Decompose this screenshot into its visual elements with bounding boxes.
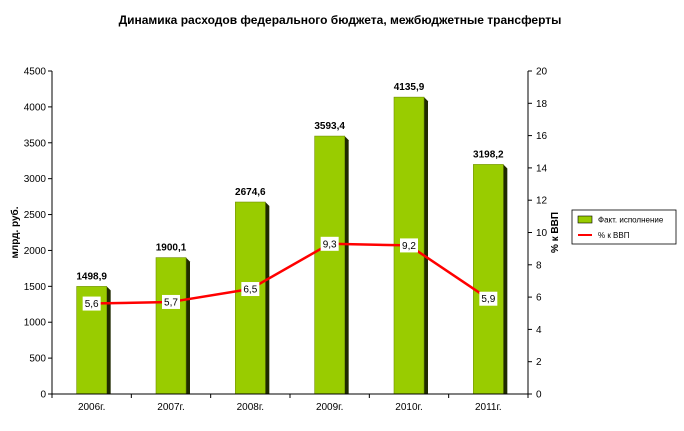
pct-data-label: 6,5 — [243, 285, 257, 296]
y-right-tick-label: 14 — [536, 163, 548, 174]
bar — [314, 135, 345, 395]
labels-layer: 1498,9 1900,1 2674,6 3593,4 4135,9 3198,2 — [76, 82, 504, 282]
y-right-tick-label: 20 — [536, 67, 548, 78]
pct-data-label: 5,6 — [85, 299, 99, 310]
y-left-tick-label: 0 — [40, 390, 46, 401]
y-left-tick-label: 1500 — [24, 282, 47, 293]
pct-label-bg — [241, 282, 260, 297]
legend-label-bars: Факт. исполнение — [598, 216, 664, 225]
bar-data-label: 3593,4 — [314, 121, 345, 132]
legend-label-line: % к ВВП — [598, 231, 630, 240]
bar-shadow — [186, 257, 190, 394]
y-left-tick-label: 4000 — [24, 102, 47, 113]
pct-label-bg — [82, 296, 101, 311]
bar — [235, 201, 266, 395]
bar — [155, 257, 187, 395]
y-left-tick-label: 2500 — [24, 210, 47, 221]
bar-shadow — [424, 97, 428, 395]
pct-data-label: 9,3 — [323, 239, 337, 250]
y-left-tick-label: 3500 — [24, 138, 47, 149]
y-right-tick-label: 18 — [536, 99, 548, 110]
y-left-tick-label: 4500 — [24, 67, 47, 78]
chart-title: Динамика расходов федерального бюджета, … — [119, 13, 562, 27]
pct-data-label: 5,7 — [164, 297, 178, 308]
pct-label-bg — [479, 291, 498, 306]
y-right-axis-title: % к ВВП — [550, 212, 561, 253]
y-left-tick-label: 3000 — [24, 174, 47, 185]
y-right-tick-label: 8 — [536, 260, 542, 271]
y-right-tick-label: 4 — [536, 325, 542, 336]
legend-box — [571, 209, 677, 245]
y-right-tick-label: 6 — [536, 293, 542, 304]
pct-data-label: 5,9 — [481, 294, 495, 305]
bar-data-label: 2674,6 — [235, 187, 266, 198]
bar-shadow — [344, 136, 349, 394]
pct-label-bg — [162, 294, 180, 309]
legend: Факт. исполнение % к ВВП — [571, 209, 677, 245]
line-layer: 5,6 5,7 6,5 9,3 9,2 5,9 — [82, 236, 498, 311]
axes-layer: 0 500 1000 1500 2000 2500 3000 3500 4000 4500 0 2 4 6… — [9, 67, 561, 414]
pct-label-bg — [320, 236, 339, 251]
pct-data-label: 9,2 — [402, 241, 416, 252]
x-tick-label: 2010г. — [395, 402, 422, 413]
bar-shadow — [503, 164, 508, 394]
y-left-tick-label: 1000 — [24, 318, 47, 329]
y-right-tick-label: 2 — [536, 357, 542, 368]
legend-swatch-bars — [577, 215, 593, 224]
bar-data-label: 1900,1 — [156, 243, 187, 254]
y-right-tick-label: 16 — [536, 131, 548, 142]
pct-gdp-line — [91, 242, 490, 305]
y-right-tick-label: 0 — [536, 390, 542, 401]
x-tick-label: 2009г. — [316, 402, 343, 413]
y-right-tick-label: 10 — [536, 228, 548, 239]
bar-data-label: 1498,9 — [76, 271, 107, 282]
bar-shadow — [265, 202, 270, 394]
x-tick-label: 2008г. — [237, 402, 264, 413]
y-right-tick-label: 12 — [536, 196, 548, 207]
bar-data-label: 4135,9 — [394, 82, 425, 93]
bar-data-label: 3198,2 — [473, 149, 504, 160]
x-tick-label: 2007г. — [157, 402, 184, 413]
bars-layer — [76, 96, 508, 395]
bar-shadow — [106, 286, 111, 394]
y-left-tick-label: 500 — [29, 354, 46, 365]
pct-label-bg — [400, 238, 418, 253]
x-tick-label: 2011г. — [475, 402, 502, 413]
x-tick-label: 2006г. — [78, 402, 105, 413]
bar — [473, 164, 504, 395]
y-left-axis-title: млрд. руб. — [9, 206, 21, 258]
y-left-tick-label: 2000 — [24, 246, 47, 257]
